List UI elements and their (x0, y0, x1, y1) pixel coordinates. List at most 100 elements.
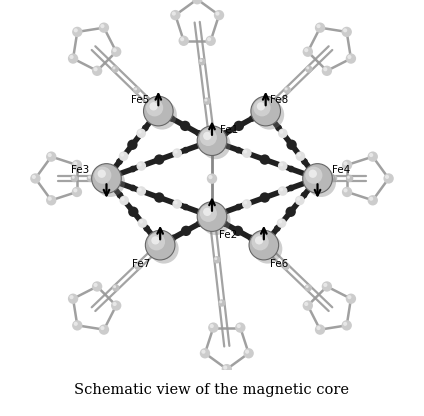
Circle shape (138, 188, 142, 191)
Circle shape (347, 176, 350, 179)
Circle shape (72, 187, 82, 197)
Circle shape (278, 161, 287, 171)
Circle shape (254, 100, 284, 130)
Circle shape (305, 166, 322, 184)
Circle shape (168, 115, 175, 122)
Circle shape (347, 295, 351, 299)
Circle shape (179, 36, 189, 46)
Circle shape (200, 129, 217, 146)
Circle shape (174, 201, 178, 205)
Circle shape (278, 129, 287, 138)
Circle shape (112, 302, 117, 306)
Circle shape (204, 97, 211, 105)
Circle shape (343, 188, 348, 193)
Circle shape (304, 284, 312, 292)
Circle shape (128, 207, 139, 217)
Circle shape (323, 67, 327, 71)
Circle shape (47, 197, 52, 201)
Circle shape (207, 173, 217, 184)
Circle shape (346, 175, 353, 182)
Text: Fe7: Fe7 (132, 259, 151, 269)
Circle shape (277, 218, 286, 228)
Circle shape (146, 99, 163, 116)
Circle shape (201, 206, 231, 235)
Circle shape (215, 12, 220, 16)
Circle shape (346, 294, 356, 304)
Circle shape (30, 173, 41, 183)
Circle shape (279, 163, 283, 166)
Circle shape (342, 187, 352, 197)
Circle shape (173, 149, 182, 158)
Circle shape (87, 175, 94, 182)
Circle shape (219, 300, 222, 303)
Circle shape (92, 66, 102, 76)
Circle shape (278, 186, 287, 196)
Circle shape (296, 151, 305, 161)
Circle shape (257, 102, 265, 111)
Circle shape (279, 188, 283, 191)
Circle shape (288, 185, 295, 191)
Circle shape (288, 166, 295, 172)
Circle shape (173, 199, 182, 209)
Circle shape (137, 186, 146, 196)
Circle shape (253, 234, 282, 264)
Circle shape (112, 65, 119, 73)
Circle shape (181, 225, 191, 236)
Circle shape (72, 160, 82, 170)
Circle shape (94, 166, 112, 184)
Circle shape (170, 10, 181, 20)
Circle shape (68, 294, 78, 304)
Circle shape (316, 24, 321, 28)
Circle shape (214, 10, 224, 20)
Circle shape (142, 124, 149, 131)
Circle shape (222, 364, 232, 374)
Circle shape (72, 176, 75, 179)
Circle shape (275, 124, 282, 131)
Circle shape (368, 151, 378, 162)
Circle shape (235, 322, 245, 333)
Circle shape (251, 96, 281, 126)
Circle shape (274, 225, 281, 232)
Circle shape (223, 366, 227, 370)
Circle shape (200, 59, 203, 62)
Circle shape (331, 176, 334, 179)
Circle shape (207, 37, 211, 41)
Text: Fe6: Fe6 (271, 259, 289, 269)
Circle shape (200, 348, 210, 359)
Circle shape (74, 322, 78, 326)
Circle shape (295, 196, 304, 205)
Circle shape (192, 0, 202, 5)
Text: Fe2: Fe2 (219, 230, 237, 240)
Circle shape (92, 163, 121, 193)
Circle shape (322, 66, 332, 76)
Circle shape (242, 149, 251, 158)
Circle shape (198, 58, 206, 65)
Circle shape (259, 154, 270, 165)
Text: Fe4: Fe4 (332, 165, 351, 175)
Circle shape (134, 263, 142, 270)
Circle shape (111, 47, 121, 57)
Circle shape (213, 256, 220, 263)
Circle shape (303, 300, 313, 311)
Circle shape (68, 53, 78, 64)
Circle shape (237, 324, 241, 328)
Circle shape (113, 285, 116, 288)
Circle shape (251, 233, 269, 250)
Circle shape (243, 201, 247, 205)
Circle shape (368, 195, 378, 206)
Circle shape (287, 140, 297, 150)
Circle shape (93, 283, 98, 287)
Circle shape (143, 96, 173, 126)
Circle shape (100, 24, 104, 28)
Text: Fe3: Fe3 (71, 165, 89, 175)
Circle shape (203, 132, 212, 140)
Circle shape (369, 197, 373, 201)
Circle shape (315, 22, 325, 33)
Text: Fe1: Fe1 (220, 124, 238, 135)
Circle shape (304, 302, 308, 306)
Circle shape (145, 230, 175, 260)
Circle shape (143, 225, 150, 232)
Circle shape (112, 48, 117, 52)
Circle shape (195, 130, 202, 136)
Circle shape (285, 87, 287, 90)
